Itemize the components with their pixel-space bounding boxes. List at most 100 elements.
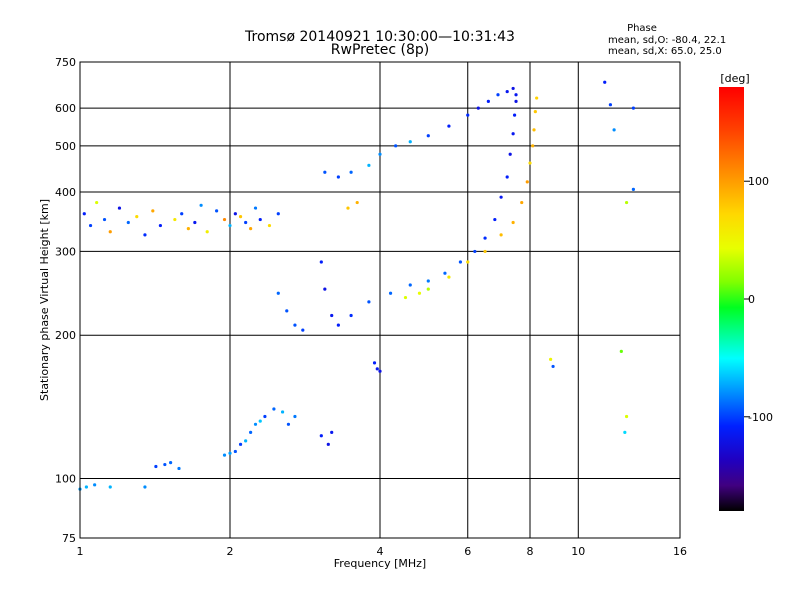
data-point	[126, 220, 130, 225]
data-point	[267, 223, 272, 228]
data-point	[249, 227, 253, 231]
data-point	[508, 152, 512, 156]
x-tick-label: 1	[77, 545, 84, 558]
data-point	[108, 230, 112, 234]
data-point	[154, 464, 158, 469]
x-tick-label: 2	[227, 545, 234, 558]
data-point	[355, 200, 359, 205]
y-tick-label: 400	[55, 186, 76, 199]
data-point	[505, 89, 509, 94]
data-point	[483, 236, 487, 240]
data-point	[551, 364, 555, 369]
data-point	[108, 485, 112, 489]
data-point	[173, 217, 177, 222]
data-point	[272, 407, 276, 411]
data-point	[367, 163, 371, 167]
data-point	[631, 187, 635, 191]
scatter-points	[78, 80, 635, 491]
data-point	[293, 414, 297, 419]
data-point	[169, 461, 173, 465]
data-point	[511, 86, 515, 91]
data-point	[417, 291, 422, 295]
axis-ticks: 1 2 4 6 8 10 16 75 100 200 300 400 500 600 750	[55, 56, 687, 558]
x-tick-label: 4	[377, 545, 384, 558]
data-point	[378, 152, 382, 156]
data-point	[375, 367, 379, 371]
data-point	[603, 80, 607, 84]
data-point	[163, 462, 167, 467]
data-point	[228, 451, 232, 455]
data-point	[458, 260, 463, 264]
data-point	[443, 271, 447, 275]
data-point	[612, 128, 616, 132]
data-point	[263, 414, 267, 419]
data-point	[253, 206, 258, 210]
data-point	[394, 144, 398, 148]
data-point	[151, 209, 155, 213]
colorbar-tick-label: -100	[748, 411, 773, 424]
data-point	[466, 113, 470, 117]
y-tick-label: 100	[55, 473, 76, 486]
y-tick-label: 200	[55, 329, 76, 342]
colorbar-label: [deg]	[720, 72, 749, 85]
data-point	[238, 215, 243, 219]
data-point	[447, 124, 451, 128]
data-point	[476, 106, 480, 110]
data-point	[514, 99, 518, 103]
data-point	[143, 485, 147, 489]
y-tick-label: 750	[55, 56, 76, 69]
data-point	[258, 217, 262, 222]
data-point	[143, 233, 147, 237]
data-point	[215, 209, 219, 213]
data-point	[233, 212, 237, 216]
data-point	[349, 170, 353, 174]
y-tick-label: 500	[55, 140, 76, 153]
data-point	[496, 93, 500, 97]
x-axis-label: Frequency [MHz]	[334, 557, 426, 570]
data-point	[505, 175, 509, 179]
data-point	[205, 230, 209, 234]
data-point	[447, 275, 451, 279]
data-point	[512, 113, 517, 117]
x-tick-label: 8	[527, 545, 534, 558]
x-tick-label: 16	[673, 545, 687, 558]
data-point	[330, 313, 334, 318]
data-point	[293, 323, 297, 327]
data-point	[624, 414, 629, 419]
data-point	[426, 279, 430, 283]
phase-heading: Phase	[627, 23, 657, 34]
data-point	[285, 309, 289, 313]
data-point	[326, 442, 330, 446]
data-point	[244, 220, 248, 225]
data-point	[228, 223, 232, 228]
data-point	[483, 249, 487, 254]
x-tick-label: 10	[571, 545, 585, 558]
data-point	[499, 195, 503, 199]
x-tick-label: 6	[464, 545, 471, 558]
data-point	[233, 449, 237, 454]
colorbar-ticks: 100 0 -100	[744, 175, 773, 424]
data-point	[286, 422, 291, 426]
data-point	[511, 220, 515, 225]
data-point	[222, 217, 227, 222]
data-point	[330, 430, 334, 434]
data-point	[608, 103, 613, 107]
data-point	[624, 200, 629, 205]
data-point	[426, 287, 430, 291]
data-point	[82, 212, 86, 216]
y-tick-label: 75	[62, 532, 76, 545]
data-point	[276, 212, 280, 216]
data-point	[532, 128, 536, 132]
data-point	[258, 419, 262, 423]
data-point	[367, 300, 371, 304]
data-point	[102, 217, 107, 222]
data-point	[186, 227, 190, 231]
data-point	[349, 313, 353, 318]
data-point	[238, 442, 243, 446]
data-point	[280, 410, 285, 414]
y-tick-label: 600	[55, 102, 76, 115]
plot-frame	[79, 61, 681, 539]
data-point	[403, 295, 408, 300]
data-point	[533, 110, 537, 114]
